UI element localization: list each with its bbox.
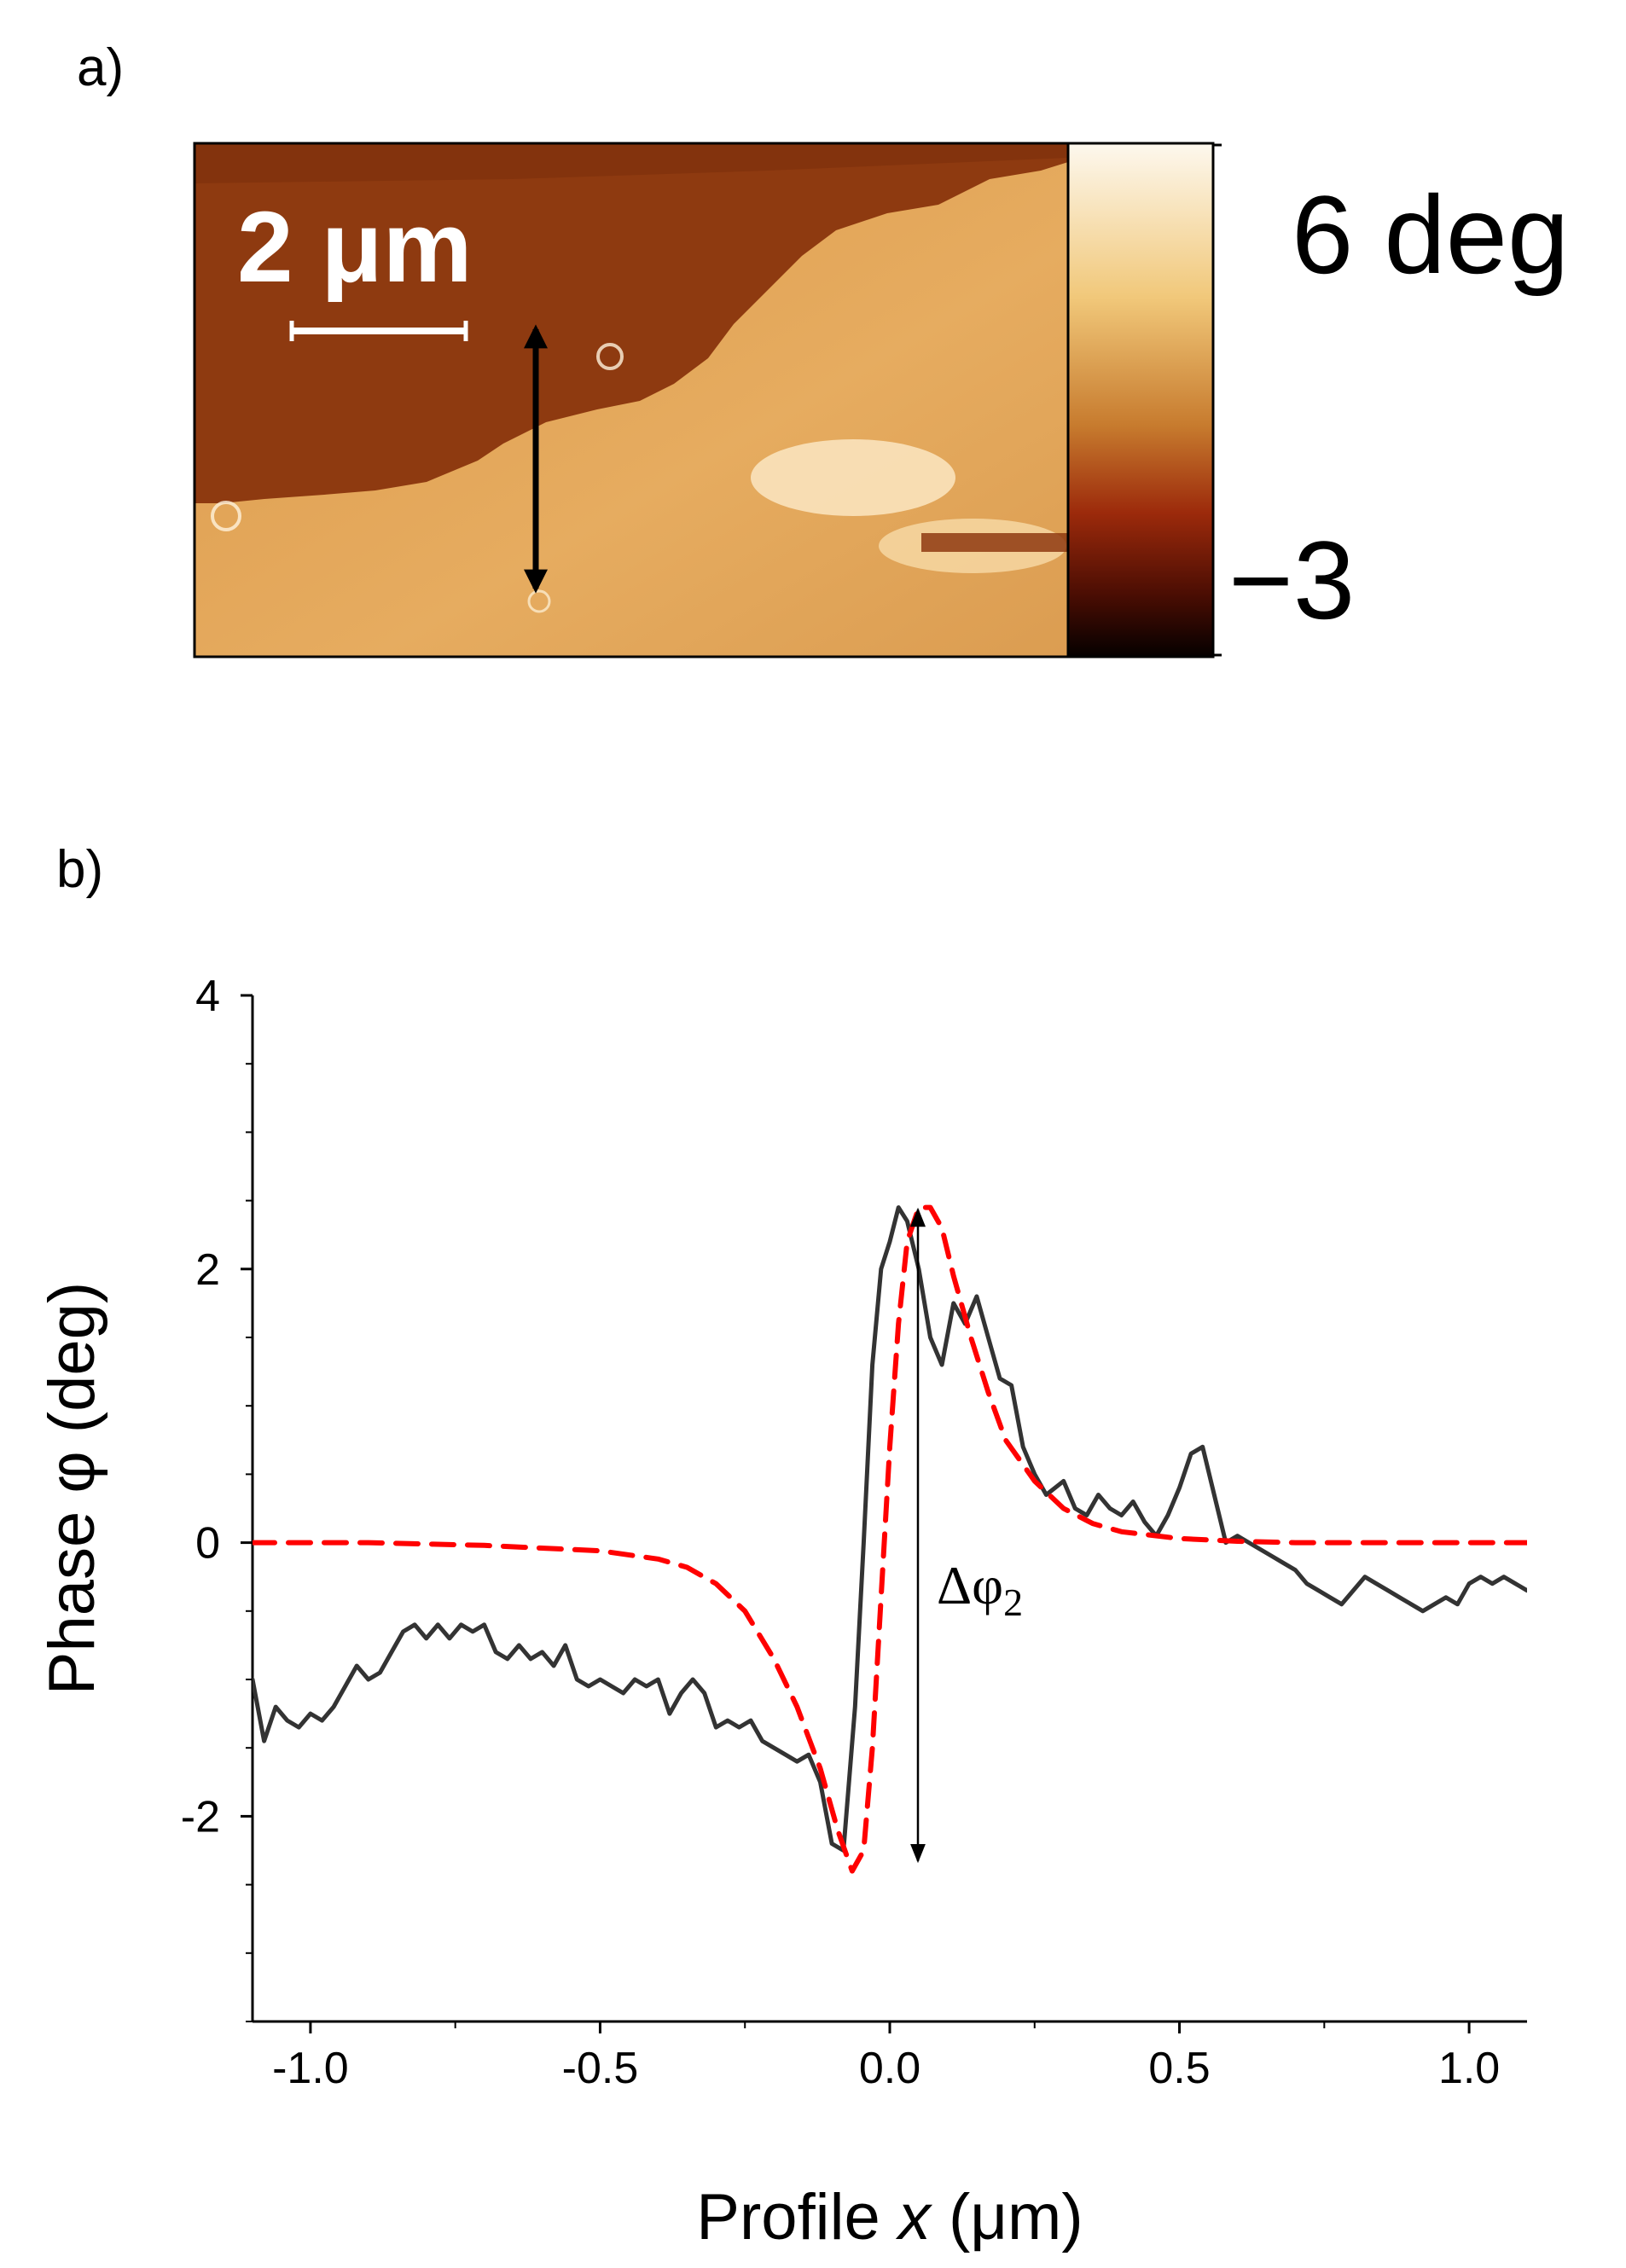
model-fit-line [253, 1204, 1527, 1874]
x-axis-title-prefix: Profile [696, 2181, 898, 2253]
afm-phase-image [193, 142, 1070, 658]
series-layer [253, 1204, 1527, 1874]
x-tick-label: 1.0 [1438, 2044, 1500, 2093]
panel-a-label: a) [77, 38, 124, 97]
colorbar-min-label: −3 [1228, 518, 1355, 642]
x-axis-title-var: x [895, 2181, 933, 2253]
x-axis-title-suffix: (μm) [931, 2181, 1083, 2253]
delta-phi-annotation: Δφ2 [937, 1555, 1023, 1624]
plot-axes [251, 995, 1527, 2023]
scale-bar [289, 321, 468, 341]
colorbar-max-label: 6 deg [1292, 172, 1569, 297]
y-tick-label: 4 [195, 972, 220, 1021]
y-tick-label: 2 [195, 1245, 220, 1295]
delta-phi-subscript: 2 [1003, 1581, 1023, 1624]
x-tick-label: -1.0 [272, 2044, 349, 2093]
y-tick-label: 0 [195, 1519, 220, 1569]
x-tick-label: 0.0 [859, 2044, 920, 2093]
y-tick-label: -2 [181, 1792, 220, 1842]
dark-domain [195, 143, 1068, 503]
x-tick-label: 0.5 [1148, 2044, 1210, 2093]
colorbar [1066, 142, 1222, 658]
measured-phase-line [253, 1205, 1527, 1853]
panel-b-label: b) [56, 840, 103, 899]
x-axis-title: Profile x (μm) [696, 2181, 1083, 2253]
delta-phi-text: Δφ [937, 1555, 1003, 1615]
scale-bar-label: 2 μm [237, 191, 473, 304]
y-axis-title: Phase φ (deg) [36, 1282, 108, 1695]
bright-highlight [751, 439, 955, 516]
x-tick-label: -0.5 [562, 2044, 639, 2093]
ticks: -1.0 -0.5 0.0 0.5 1.0 -2 0 2 4 [181, 972, 1500, 2093]
